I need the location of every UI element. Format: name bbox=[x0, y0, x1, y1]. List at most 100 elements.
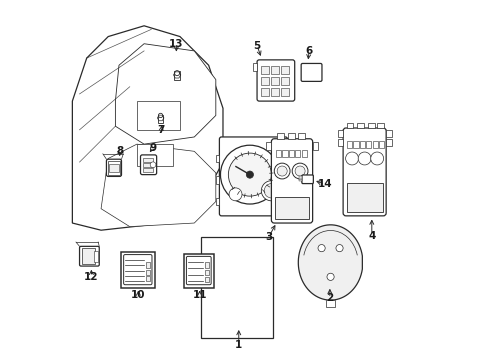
FancyBboxPatch shape bbox=[257, 60, 294, 101]
FancyBboxPatch shape bbox=[301, 175, 313, 184]
Bar bbox=[352, 141, 358, 148]
FancyBboxPatch shape bbox=[186, 256, 211, 285]
FancyBboxPatch shape bbox=[301, 63, 321, 81]
Circle shape bbox=[317, 244, 325, 252]
Circle shape bbox=[228, 153, 271, 196]
Bar bbox=[281, 88, 289, 96]
Bar bbox=[145, 276, 149, 281]
FancyBboxPatch shape bbox=[123, 255, 152, 285]
Polygon shape bbox=[298, 225, 362, 300]
Text: 14: 14 bbox=[317, 179, 331, 189]
Bar bbox=[281, 77, 289, 85]
Bar bbox=[201, 237, 273, 338]
Circle shape bbox=[174, 71, 179, 76]
Bar bbox=[274, 197, 308, 219]
Bar bbox=[287, 134, 294, 139]
FancyBboxPatch shape bbox=[271, 139, 312, 223]
Circle shape bbox=[150, 162, 156, 168]
Bar bbox=[215, 198, 219, 205]
Bar bbox=[81, 248, 95, 264]
Bar bbox=[325, 300, 334, 307]
Bar bbox=[142, 168, 153, 172]
Bar bbox=[261, 66, 269, 74]
Circle shape bbox=[264, 184, 278, 198]
Text: 5: 5 bbox=[253, 41, 260, 50]
Bar bbox=[386, 130, 391, 137]
FancyBboxPatch shape bbox=[80, 246, 99, 266]
Bar bbox=[142, 163, 153, 167]
Bar bbox=[346, 183, 382, 212]
Bar bbox=[271, 77, 279, 85]
Circle shape bbox=[357, 152, 370, 165]
Bar bbox=[301, 149, 306, 157]
Circle shape bbox=[292, 163, 307, 179]
Bar bbox=[386, 139, 391, 146]
Bar bbox=[281, 66, 289, 74]
Circle shape bbox=[370, 152, 383, 165]
Bar bbox=[265, 142, 271, 149]
Bar bbox=[145, 270, 149, 275]
Bar bbox=[357, 123, 363, 128]
Polygon shape bbox=[101, 144, 215, 226]
Text: 9: 9 bbox=[149, 143, 156, 153]
Bar bbox=[204, 277, 208, 282]
Circle shape bbox=[345, 152, 358, 165]
Circle shape bbox=[274, 163, 289, 179]
Bar bbox=[337, 139, 343, 146]
Circle shape bbox=[228, 188, 242, 201]
Circle shape bbox=[158, 113, 163, 118]
Circle shape bbox=[246, 171, 253, 178]
Bar bbox=[346, 123, 352, 128]
Bar bbox=[271, 66, 279, 74]
Bar bbox=[376, 123, 383, 128]
Bar bbox=[215, 155, 219, 162]
FancyBboxPatch shape bbox=[219, 137, 287, 216]
Bar bbox=[261, 77, 269, 85]
Bar bbox=[366, 141, 371, 148]
Bar bbox=[183, 253, 214, 288]
Text: 6: 6 bbox=[305, 46, 312, 56]
Circle shape bbox=[335, 244, 343, 252]
Bar bbox=[298, 179, 301, 181]
Polygon shape bbox=[115, 44, 215, 144]
Bar bbox=[108, 161, 120, 175]
Bar bbox=[359, 141, 364, 148]
Bar bbox=[174, 71, 180, 80]
Bar bbox=[142, 158, 153, 162]
Circle shape bbox=[326, 273, 333, 280]
Text: 8: 8 bbox=[116, 146, 123, 156]
FancyBboxPatch shape bbox=[106, 159, 121, 176]
Bar bbox=[204, 262, 208, 267]
Text: 12: 12 bbox=[84, 272, 99, 282]
Bar bbox=[372, 141, 377, 148]
Text: 11: 11 bbox=[192, 291, 206, 301]
Bar bbox=[137, 144, 172, 166]
Bar bbox=[271, 88, 279, 96]
Bar bbox=[346, 141, 351, 148]
Bar bbox=[275, 149, 281, 157]
Bar bbox=[276, 134, 284, 139]
Bar bbox=[215, 176, 219, 184]
Text: 7: 7 bbox=[157, 125, 164, 135]
Bar bbox=[252, 63, 257, 71]
Bar bbox=[121, 252, 155, 288]
Bar bbox=[287, 176, 290, 184]
Circle shape bbox=[277, 166, 286, 176]
Text: 2: 2 bbox=[325, 293, 333, 303]
FancyBboxPatch shape bbox=[343, 128, 386, 216]
Bar bbox=[294, 149, 300, 157]
Bar bbox=[298, 134, 305, 139]
Bar bbox=[337, 130, 343, 137]
Bar bbox=[312, 142, 317, 149]
Text: 1: 1 bbox=[235, 340, 242, 350]
Bar bbox=[94, 251, 98, 262]
Bar bbox=[287, 155, 290, 162]
Bar bbox=[137, 101, 180, 130]
Polygon shape bbox=[72, 26, 223, 230]
Circle shape bbox=[261, 181, 281, 201]
FancyBboxPatch shape bbox=[140, 155, 156, 175]
Bar bbox=[261, 88, 269, 96]
Bar bbox=[145, 262, 149, 267]
Bar bbox=[287, 198, 290, 205]
Bar bbox=[109, 163, 119, 172]
